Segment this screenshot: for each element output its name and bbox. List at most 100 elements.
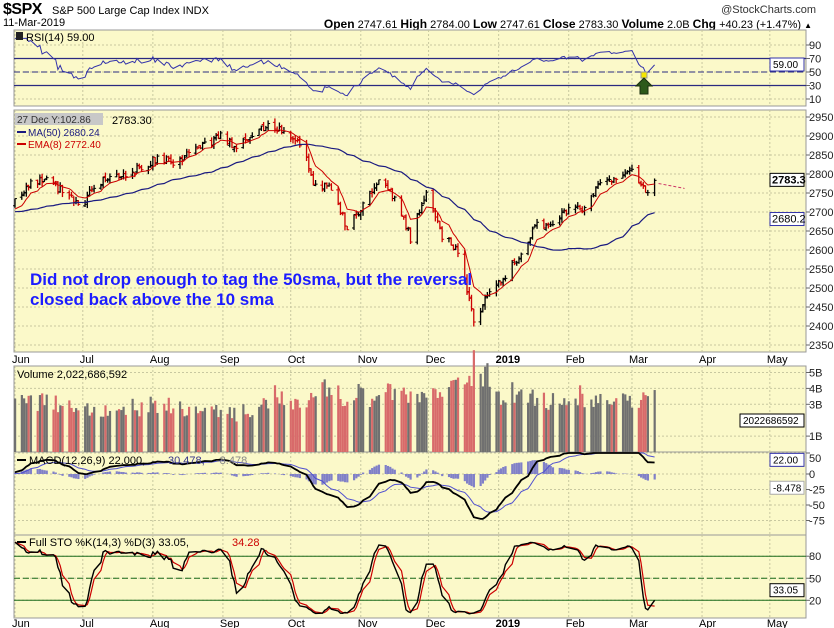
macd-histogram-bar [165, 473, 168, 474]
macd-histogram-bar [242, 474, 245, 477]
volume-bar [362, 388, 365, 452]
macd-histogram-bar [425, 469, 428, 474]
macd-histogram-bar [104, 472, 107, 474]
macd-histogram-bar [502, 466, 505, 474]
volume-bar [545, 408, 548, 452]
volume-bar [154, 400, 157, 452]
macd-histogram-bar [294, 474, 297, 478]
y-tick-label: 1B [809, 431, 822, 443]
macd-histogram-bar [533, 460, 536, 474]
y-tick-label: 2750 [809, 188, 833, 200]
chg-value: +40.23 (+1.47%) [719, 19, 802, 31]
y-tick-label: 2500 [809, 283, 833, 295]
volume-bar [117, 409, 121, 452]
volume-bar [199, 410, 202, 452]
volume-bar [517, 391, 521, 452]
volume-bar [594, 395, 598, 452]
x-tick-label: Jun [12, 618, 30, 628]
volume-bar [169, 413, 173, 452]
sto-legend: Full STO %K(14,3) %D(3) 33.05, [29, 537, 189, 549]
macd-histogram-bar [102, 472, 105, 474]
x-tick-label: Oct [288, 354, 305, 366]
volume-bar [201, 411, 204, 452]
macd-histogram-bar [423, 471, 426, 474]
macd-hist-legend: -8.478 [216, 455, 247, 467]
volume-bar [425, 397, 428, 452]
macd-histogram-bar [178, 474, 182, 475]
symbol: $SPX [3, 1, 42, 18]
volume-bar [454, 379, 457, 452]
volume-bar [400, 390, 403, 452]
macd-histogram-bar [517, 462, 521, 474]
close-value: 2783.30 [578, 19, 619, 31]
macd-histogram-bar [513, 463, 516, 474]
macd-histogram-bar [27, 469, 30, 474]
y-tick-label: 2400 [809, 321, 833, 333]
volume-bar [219, 409, 222, 452]
macd-histogram-bar [75, 474, 78, 479]
macd-histogram-bar [197, 473, 200, 474]
volume-bar [228, 407, 231, 452]
volume-bar [341, 406, 344, 452]
volume-bar [499, 404, 503, 452]
macd-histogram-bar [416, 474, 419, 478]
volume-bar [163, 403, 166, 452]
volume-bar [131, 398, 134, 452]
macd-histogram-bar [215, 472, 218, 474]
y-tick-label: 50 [809, 573, 821, 585]
macd-legend: MACD(12,26,9) 22.000, [29, 455, 145, 467]
macd-histogram-bar [377, 464, 381, 474]
volume-bar [210, 406, 213, 452]
volume-bar [536, 397, 539, 452]
macd-histogram-bar [120, 471, 123, 474]
volume-bar [296, 399, 299, 452]
volume-legend: Volume 2,022,686,592 [17, 369, 127, 381]
macd-histogram-bar [339, 474, 342, 482]
macd-line [14, 452, 655, 520]
y-tick-label: 50 [809, 453, 821, 465]
volume-bar [104, 405, 107, 452]
macd-histogram-bar [325, 474, 329, 483]
y-tick-label: 4B [809, 383, 822, 395]
macd-histogram-bar [341, 474, 344, 482]
macd-histogram-bar [599, 471, 602, 474]
macd-histogram-bar [563, 468, 566, 474]
macd-histogram-bar [375, 465, 378, 474]
panel-sto [13, 534, 807, 619]
macd-histogram-bar [289, 474, 292, 477]
volume-bar [567, 401, 570, 452]
volume-bar [233, 407, 236, 452]
x-tick-label: 2019 [496, 354, 520, 366]
macd-hist-tag [769, 480, 805, 495]
volume-bar [583, 407, 586, 452]
macd-histogram-bar [88, 474, 91, 477]
volume-bar [642, 392, 645, 452]
y-tick-label: 2850 [809, 150, 833, 162]
volume-bar [520, 389, 523, 452]
high-value: 2784.00 [430, 19, 470, 31]
volume-bar [339, 399, 342, 452]
open-label: Open [323, 17, 355, 31]
macd-histogram-bar [409, 474, 412, 480]
volume-bar [29, 395, 33, 452]
rsi-value-tag [769, 57, 805, 72]
macd-histogram-bar [362, 472, 365, 474]
macd-histogram-bar [260, 473, 263, 474]
macd-histogram-bar [296, 474, 299, 478]
volume-bar [630, 407, 634, 452]
macd-histogram-bar [547, 464, 550, 474]
y-tick-label: 5B [809, 368, 822, 380]
volume-bar [447, 387, 451, 452]
y-tick-label: -25 [809, 485, 825, 497]
volume-bar [495, 391, 498, 452]
macd-histogram-bar [637, 474, 640, 477]
ma50-line [14, 143, 655, 251]
macd-histogram-bar [235, 474, 238, 477]
volume-bar [99, 416, 103, 452]
macd-histogram-bar [52, 471, 55, 474]
volume-bar [167, 397, 170, 452]
x-tick-label: Feb [566, 618, 585, 628]
y-tick-label: 30 [809, 81, 821, 93]
x-tick-label: Sep [220, 618, 240, 628]
macd-histogram-bar [140, 472, 143, 474]
